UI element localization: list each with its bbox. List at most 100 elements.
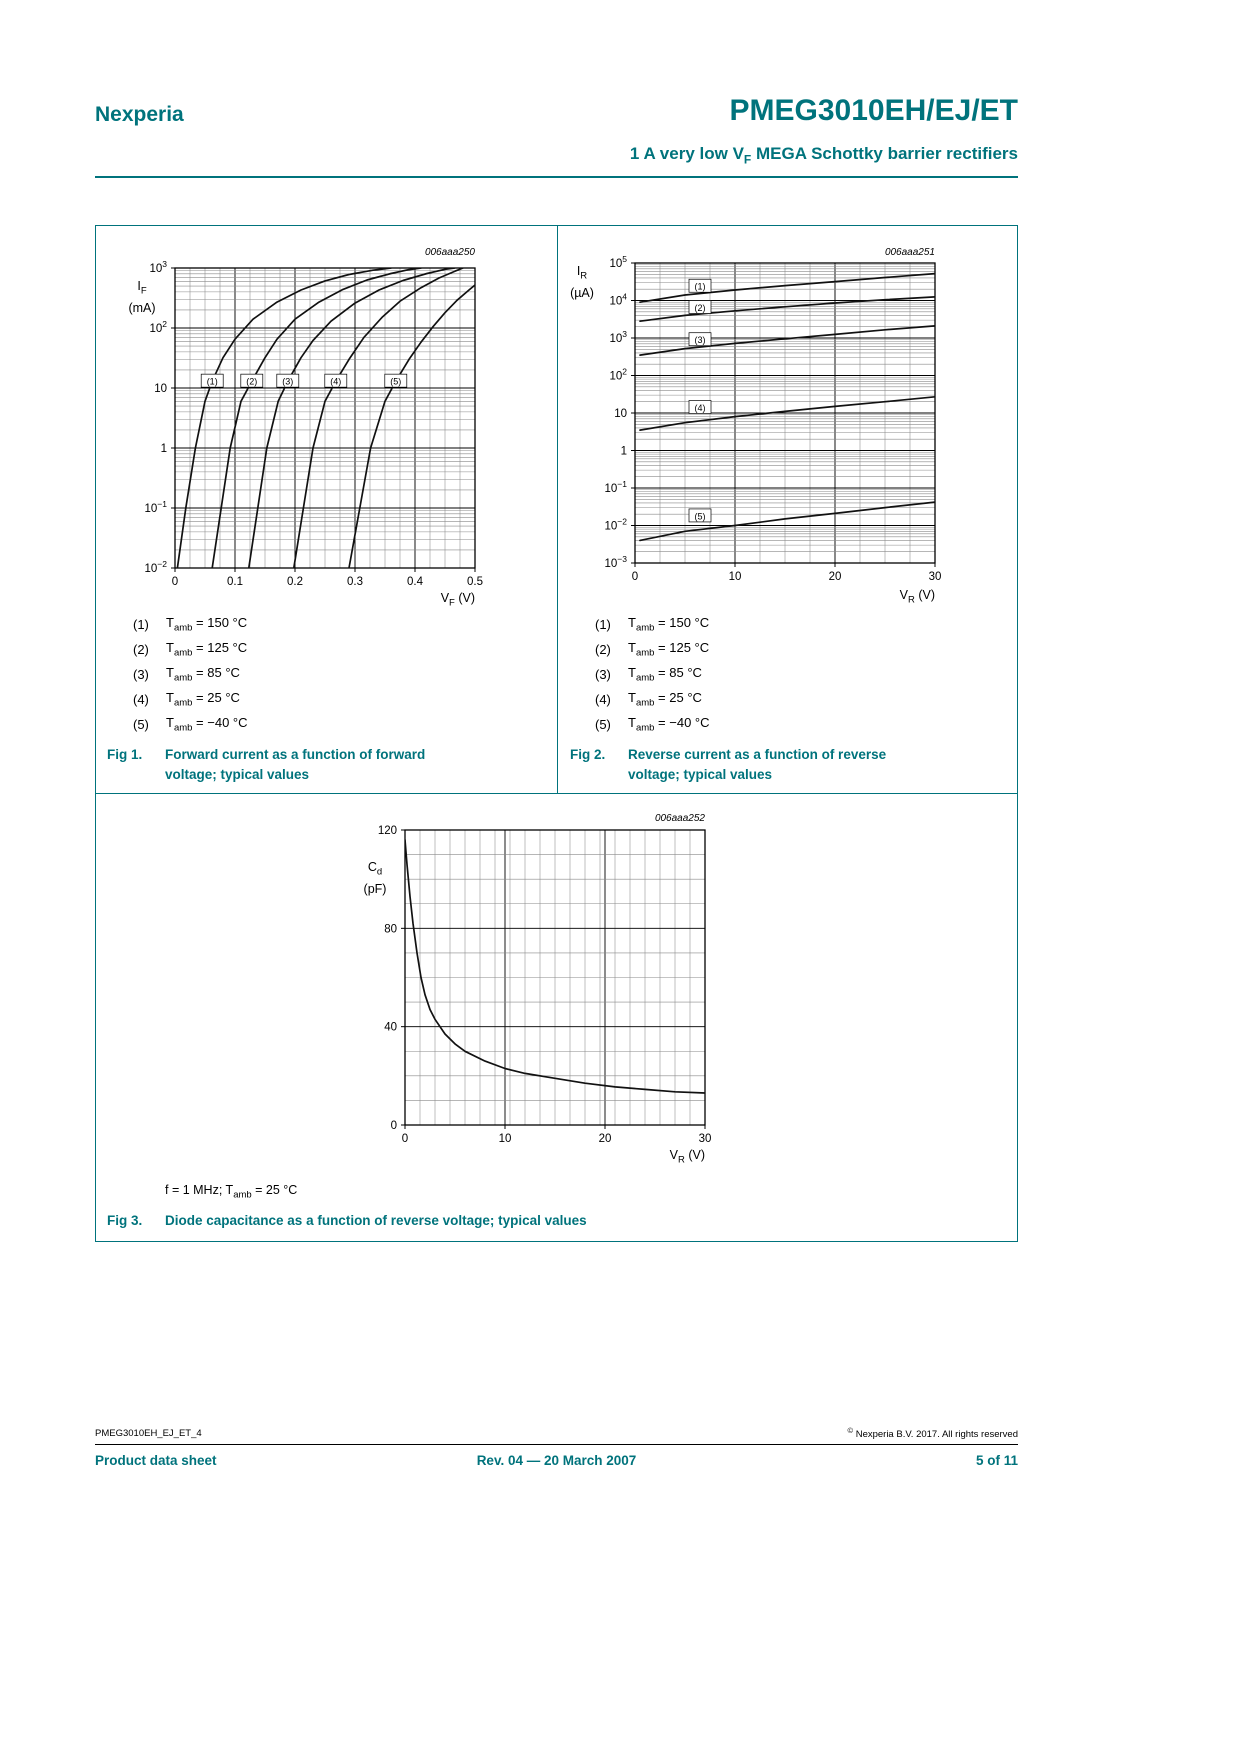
subtitle-text: 1 A very low V	[629, 144, 744, 163]
legend-item: (4) Tamb = 25 °C	[595, 687, 710, 712]
svg-text:105: 105	[609, 254, 627, 270]
svg-text:10−2: 10−2	[145, 559, 168, 575]
fig2-y-axis-label: IR (µA)	[556, 262, 608, 303]
fig1-x-symbol: V	[440, 591, 450, 605]
legend-item: (2) Tamb = 125 °C	[595, 637, 710, 662]
legend-index: (1)	[133, 617, 149, 632]
legend-item: (3) Tamb = 85 °C	[595, 662, 710, 687]
svg-text:(3): (3)	[695, 335, 706, 345]
legend-text: Tamb = 25 °C	[628, 690, 702, 709]
legend-text: Tamb = 85 °C	[628, 665, 702, 684]
svg-text:(2): (2)	[246, 377, 257, 387]
fig2-y-subscript: R	[580, 270, 588, 282]
svg-text:(1): (1)	[695, 282, 706, 292]
fig1-caption-label: Fig 1.	[107, 747, 143, 762]
fig1-caption-text: Forward current as a function of forward…	[165, 747, 426, 783]
svg-text:120: 120	[378, 825, 397, 837]
fig3-y-unit: (pF)	[363, 881, 387, 896]
legend-text: Tamb = 85 °C	[166, 665, 240, 684]
fig3-caption-label: Fig 3.	[107, 1213, 143, 1228]
brand-logo-text: Nexperia	[95, 103, 184, 126]
svg-text:102: 102	[149, 319, 167, 335]
fig1-legend: (1) Tamb = 150 °C (2) Tamb = 125 °C (3) Tam…	[133, 612, 248, 737]
fig2-x-unit: (V)	[914, 588, 935, 602]
footer-doc-id: PMEG3010EH_EJ_ET_4	[95, 1428, 202, 1439]
footer-page-number: 5 of 11	[975, 1453, 1018, 1468]
fig3-x-symbol: V	[669, 1148, 678, 1162]
fig1-y-unit: (mA)	[128, 300, 156, 315]
legend-index: (4)	[133, 692, 149, 707]
legend-item: (4) Tamb = 25 °C	[133, 687, 248, 712]
legend-index: (1)	[595, 617, 611, 632]
svg-text:10−1: 10−1	[145, 499, 168, 515]
svg-text:10: 10	[614, 408, 627, 420]
footer-rule	[95, 1444, 1018, 1445]
fig1-y-subscript: F	[140, 285, 147, 297]
legend-text: Tamb = 125 °C	[166, 640, 248, 659]
svg-text:(5): (5)	[390, 377, 401, 387]
fig2-y-symbol: I	[576, 264, 581, 278]
fig1-y-symbol: I	[137, 279, 141, 293]
legend-item: (1) Tamb = 150 °C	[133, 612, 248, 637]
svg-text:1: 1	[161, 443, 167, 455]
fig3-y-subscript: d	[376, 866, 383, 878]
svg-text:0.1: 0.1	[227, 576, 243, 588]
svg-text:10−1: 10−1	[605, 479, 628, 495]
svg-text:10−3: 10−3	[605, 554, 628, 570]
fig2-x-symbol: V	[899, 588, 908, 602]
svg-text:10: 10	[154, 383, 167, 395]
fig3-chart: 0 10 20 30 120 80 40 0	[378, 825, 712, 1145]
fig2-caption-label: Fig 2.	[570, 747, 606, 762]
fig2-x-axis-label: VR (V)	[835, 588, 935, 606]
row-divider	[95, 793, 1018, 794]
subtitle-text-cont: MEGA Schottky barrier rectifiers	[751, 144, 1018, 163]
svg-text:0.2: 0.2	[287, 576, 303, 588]
footer-doc-type: Product data sheet	[95, 1453, 217, 1468]
legend-item: (3) Tamb = 85 °C	[133, 662, 248, 687]
fig3-caption: Fig 3. Diode capacitance as a function o…	[107, 1211, 987, 1231]
fig3-y-symbol: C	[367, 860, 377, 874]
svg-text:0: 0	[632, 571, 638, 583]
fig2-caption: Fig 2. Reverse current as a function of …	[570, 745, 1015, 786]
fig3-plot-code: 006aaa252	[654, 813, 705, 824]
fig1-plot-code: 006aaa250	[424, 247, 475, 258]
legend-index: (3)	[133, 667, 149, 682]
column-divider	[557, 225, 558, 793]
figures-border-box	[95, 225, 1018, 1242]
legend-item: (5) Tamb = −40 °C	[595, 712, 710, 737]
fig2-caption-text: Reverse current as a function of reverse…	[628, 747, 887, 783]
fig3-caption-text: Diode capacitance as a function of rever…	[165, 1213, 587, 1228]
fig3-x-axis-label: VR (V)	[605, 1148, 705, 1166]
svg-text:102: 102	[609, 367, 627, 383]
fig1-x-unit: (V)	[454, 591, 475, 605]
legend-item: (2) Tamb = 125 °C	[133, 637, 248, 662]
svg-text:0.5: 0.5	[467, 576, 483, 588]
fig2-legend: (1) Tamb = 150 °C (2) Tamb = 125 °C (3) Tam…	[595, 612, 710, 737]
legend-index: (3)	[595, 667, 611, 682]
svg-text:40: 40	[384, 1022, 397, 1034]
legend-text: Tamb = −40 °C	[628, 715, 710, 734]
fig3-condition-note: f = 1 MHz; Tamb = 25 °C	[165, 1183, 298, 1201]
legend-text: Tamb = 25 °C	[166, 690, 240, 709]
fig2-y-unit: (µA)	[570, 285, 594, 300]
svg-text:(5): (5)	[695, 511, 706, 521]
footer-revision: Rev. 04 — 20 March 2007	[476, 1453, 637, 1468]
fig2-chart: 0 10 20 3010510410310210110−110−210−3(1)(2)…	[605, 254, 942, 583]
footer-copyright: © Nexperia B.V. 2017. All rights reserve…	[847, 1426, 1018, 1441]
fig2-plot-code: 006aaa251	[884, 247, 935, 258]
fig3-x-unit: (V)	[684, 1148, 705, 1162]
svg-text:10−2: 10−2	[605, 517, 628, 533]
legend-text: Tamb = 125 °C	[628, 640, 710, 659]
svg-text:20: 20	[829, 571, 842, 583]
svg-text:0.4: 0.4	[407, 576, 424, 588]
svg-text:1: 1	[621, 446, 627, 458]
svg-text:0: 0	[391, 1120, 397, 1132]
svg-text:20: 20	[599, 1133, 612, 1145]
legend-index: (5)	[595, 717, 611, 732]
fig3-y-axis-label: Cd (pF)	[352, 858, 398, 899]
legend-text: Tamb = 150 °C	[628, 615, 710, 634]
legend-index: (5)	[133, 717, 149, 732]
svg-text:(4): (4)	[695, 403, 706, 413]
